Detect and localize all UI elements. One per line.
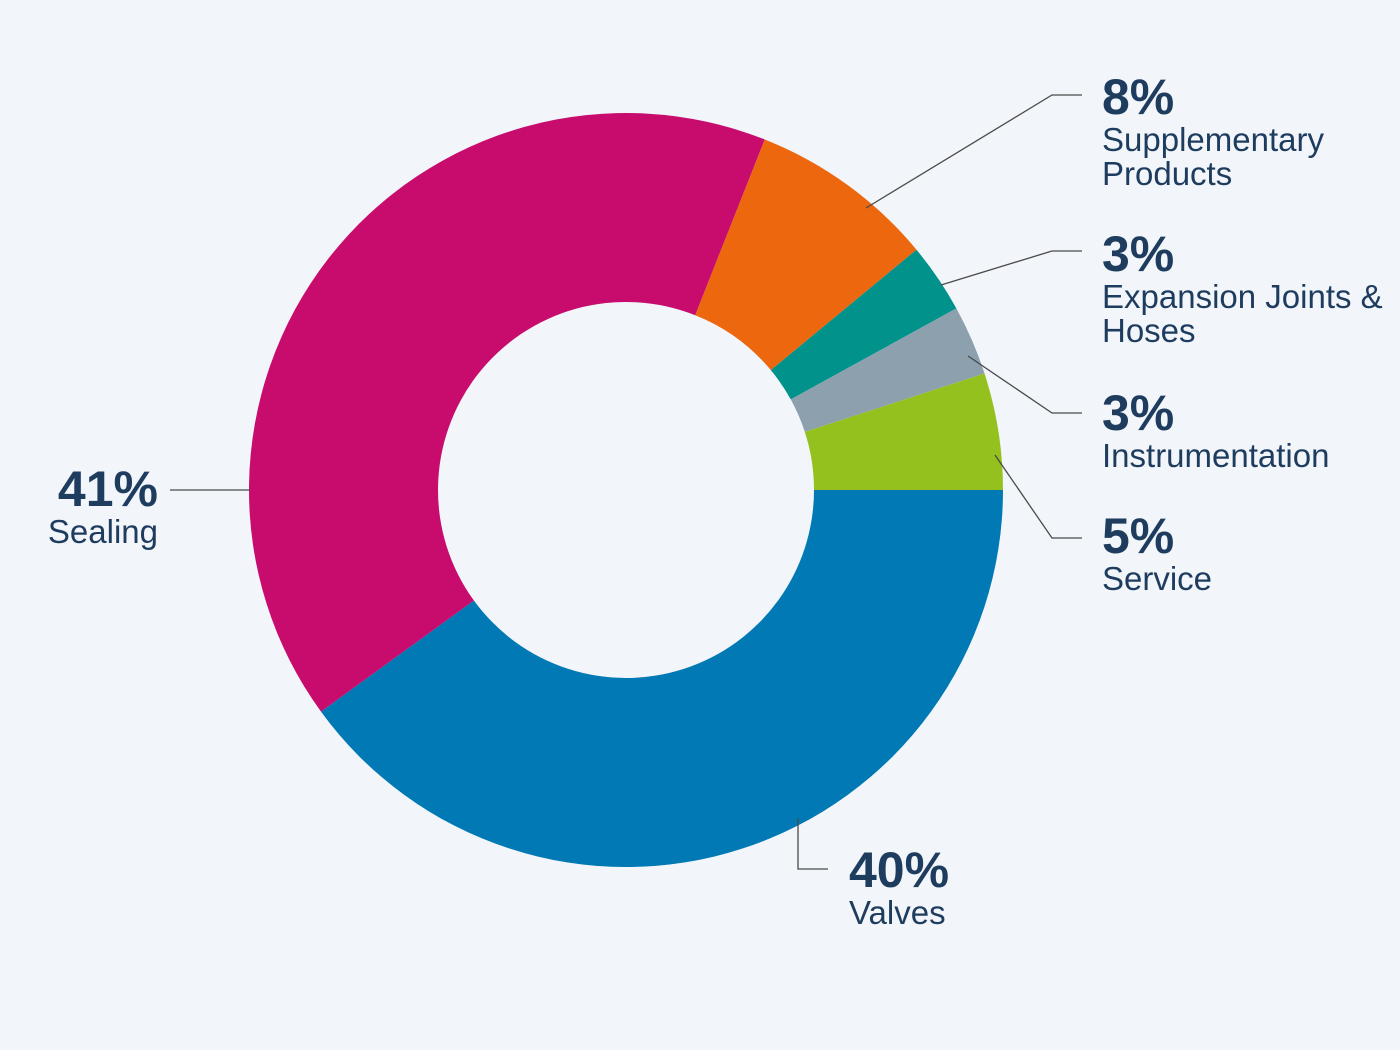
slice-percent-label: 8% bbox=[1102, 69, 1175, 125]
slice-percent-label: 40% bbox=[849, 842, 950, 898]
leader-line-service bbox=[994, 454, 1082, 539]
donut-slices bbox=[249, 113, 1003, 867]
label-instrumentation: 3% Instrumentation bbox=[1102, 387, 1329, 473]
slice-service bbox=[804, 373, 1003, 490]
leader-lines bbox=[170, 94, 1082, 870]
slice-name-label: Valves bbox=[849, 894, 946, 931]
slice-percent-label: 41% bbox=[57, 461, 158, 517]
label-valves: 40% Valves bbox=[849, 844, 949, 930]
slice-percent-label: 3% bbox=[1102, 385, 1175, 441]
slice-sealing bbox=[249, 113, 765, 712]
label-service: 5% Service bbox=[1102, 510, 1212, 596]
slice-valves bbox=[321, 490, 1003, 867]
label-expansion-joints-hoses: 3% Expansion Joints & Hoses bbox=[1102, 228, 1387, 348]
slice-name-label: Supplementary Products bbox=[1102, 121, 1324, 192]
slice-name-label: Sealing bbox=[47, 513, 158, 550]
slice-percent-label: 3% bbox=[1102, 226, 1175, 282]
slice-instrumentation bbox=[790, 308, 985, 432]
slice-name-label: Service bbox=[1102, 560, 1213, 597]
label-supplementary-products: 8% Supplementary Products bbox=[1102, 71, 1362, 191]
label-sealing: 41% Sealing bbox=[30, 463, 158, 549]
leader-line-supplementary-products bbox=[865, 94, 1082, 209]
slice-percent-label: 5% bbox=[1102, 508, 1175, 564]
leader-line-expansion-joints-hoses bbox=[940, 250, 1082, 286]
leader-line-valves bbox=[797, 818, 828, 870]
slice-name-label: Expansion Joints & Hoses bbox=[1102, 278, 1383, 349]
leader-line-instrumentation bbox=[967, 355, 1082, 414]
slice-name-label: Instrumentation bbox=[1102, 437, 1330, 474]
slice-supplementary-products bbox=[695, 139, 917, 371]
slice-expansion-joints-hoses bbox=[770, 249, 957, 400]
